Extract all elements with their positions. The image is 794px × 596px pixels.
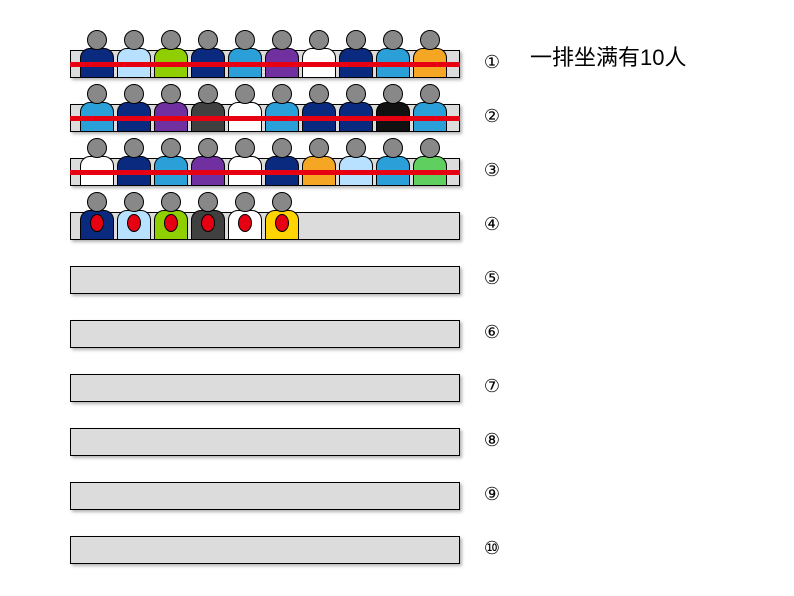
- bench-row: [70, 266, 460, 294]
- person: [80, 84, 114, 132]
- person: [154, 30, 188, 78]
- person: [339, 30, 373, 78]
- bench-row: [70, 374, 460, 402]
- person: [265, 84, 299, 132]
- strike-line: [70, 62, 460, 67]
- bench-row: [70, 482, 460, 510]
- row-label: ④: [480, 214, 504, 235]
- bench-row: [70, 320, 460, 348]
- bench-row: [70, 428, 460, 456]
- row-label: ②: [480, 106, 504, 127]
- person: [302, 84, 336, 132]
- person: [191, 138, 225, 186]
- person: [154, 192, 188, 240]
- person: [117, 138, 151, 186]
- person: [80, 138, 114, 186]
- person: [117, 192, 151, 240]
- person: [228, 30, 262, 78]
- person: [191, 192, 225, 240]
- row-label: ⑥: [480, 322, 504, 343]
- person: [265, 192, 299, 240]
- row-label: ①: [480, 52, 504, 73]
- person: [117, 30, 151, 78]
- person: [413, 30, 447, 78]
- person: [265, 30, 299, 78]
- person: [376, 138, 410, 186]
- row-label: ③: [480, 160, 504, 181]
- strike-line: [70, 170, 460, 175]
- person: [339, 138, 373, 186]
- person: [376, 30, 410, 78]
- row-label: ⑤: [480, 268, 504, 289]
- person: [228, 84, 262, 132]
- row-label: ⑧: [480, 430, 504, 451]
- title-text: 一排坐满有10人: [530, 40, 686, 72]
- person: [154, 138, 188, 186]
- person: [413, 84, 447, 132]
- person: [302, 138, 336, 186]
- strike-line: [70, 116, 460, 121]
- person: [191, 30, 225, 78]
- person: [228, 192, 262, 240]
- person: [191, 84, 225, 132]
- bench-row: [70, 536, 460, 564]
- person: [265, 138, 299, 186]
- person: [80, 30, 114, 78]
- row-label: ⑦: [480, 376, 504, 397]
- row-label: ⑩: [480, 538, 504, 559]
- person: [228, 138, 262, 186]
- person: [339, 84, 373, 132]
- person: [302, 30, 336, 78]
- person: [154, 84, 188, 132]
- person: [413, 138, 447, 186]
- person: [80, 192, 114, 240]
- person: [117, 84, 151, 132]
- row-label: ⑨: [480, 484, 504, 505]
- person: [376, 84, 410, 132]
